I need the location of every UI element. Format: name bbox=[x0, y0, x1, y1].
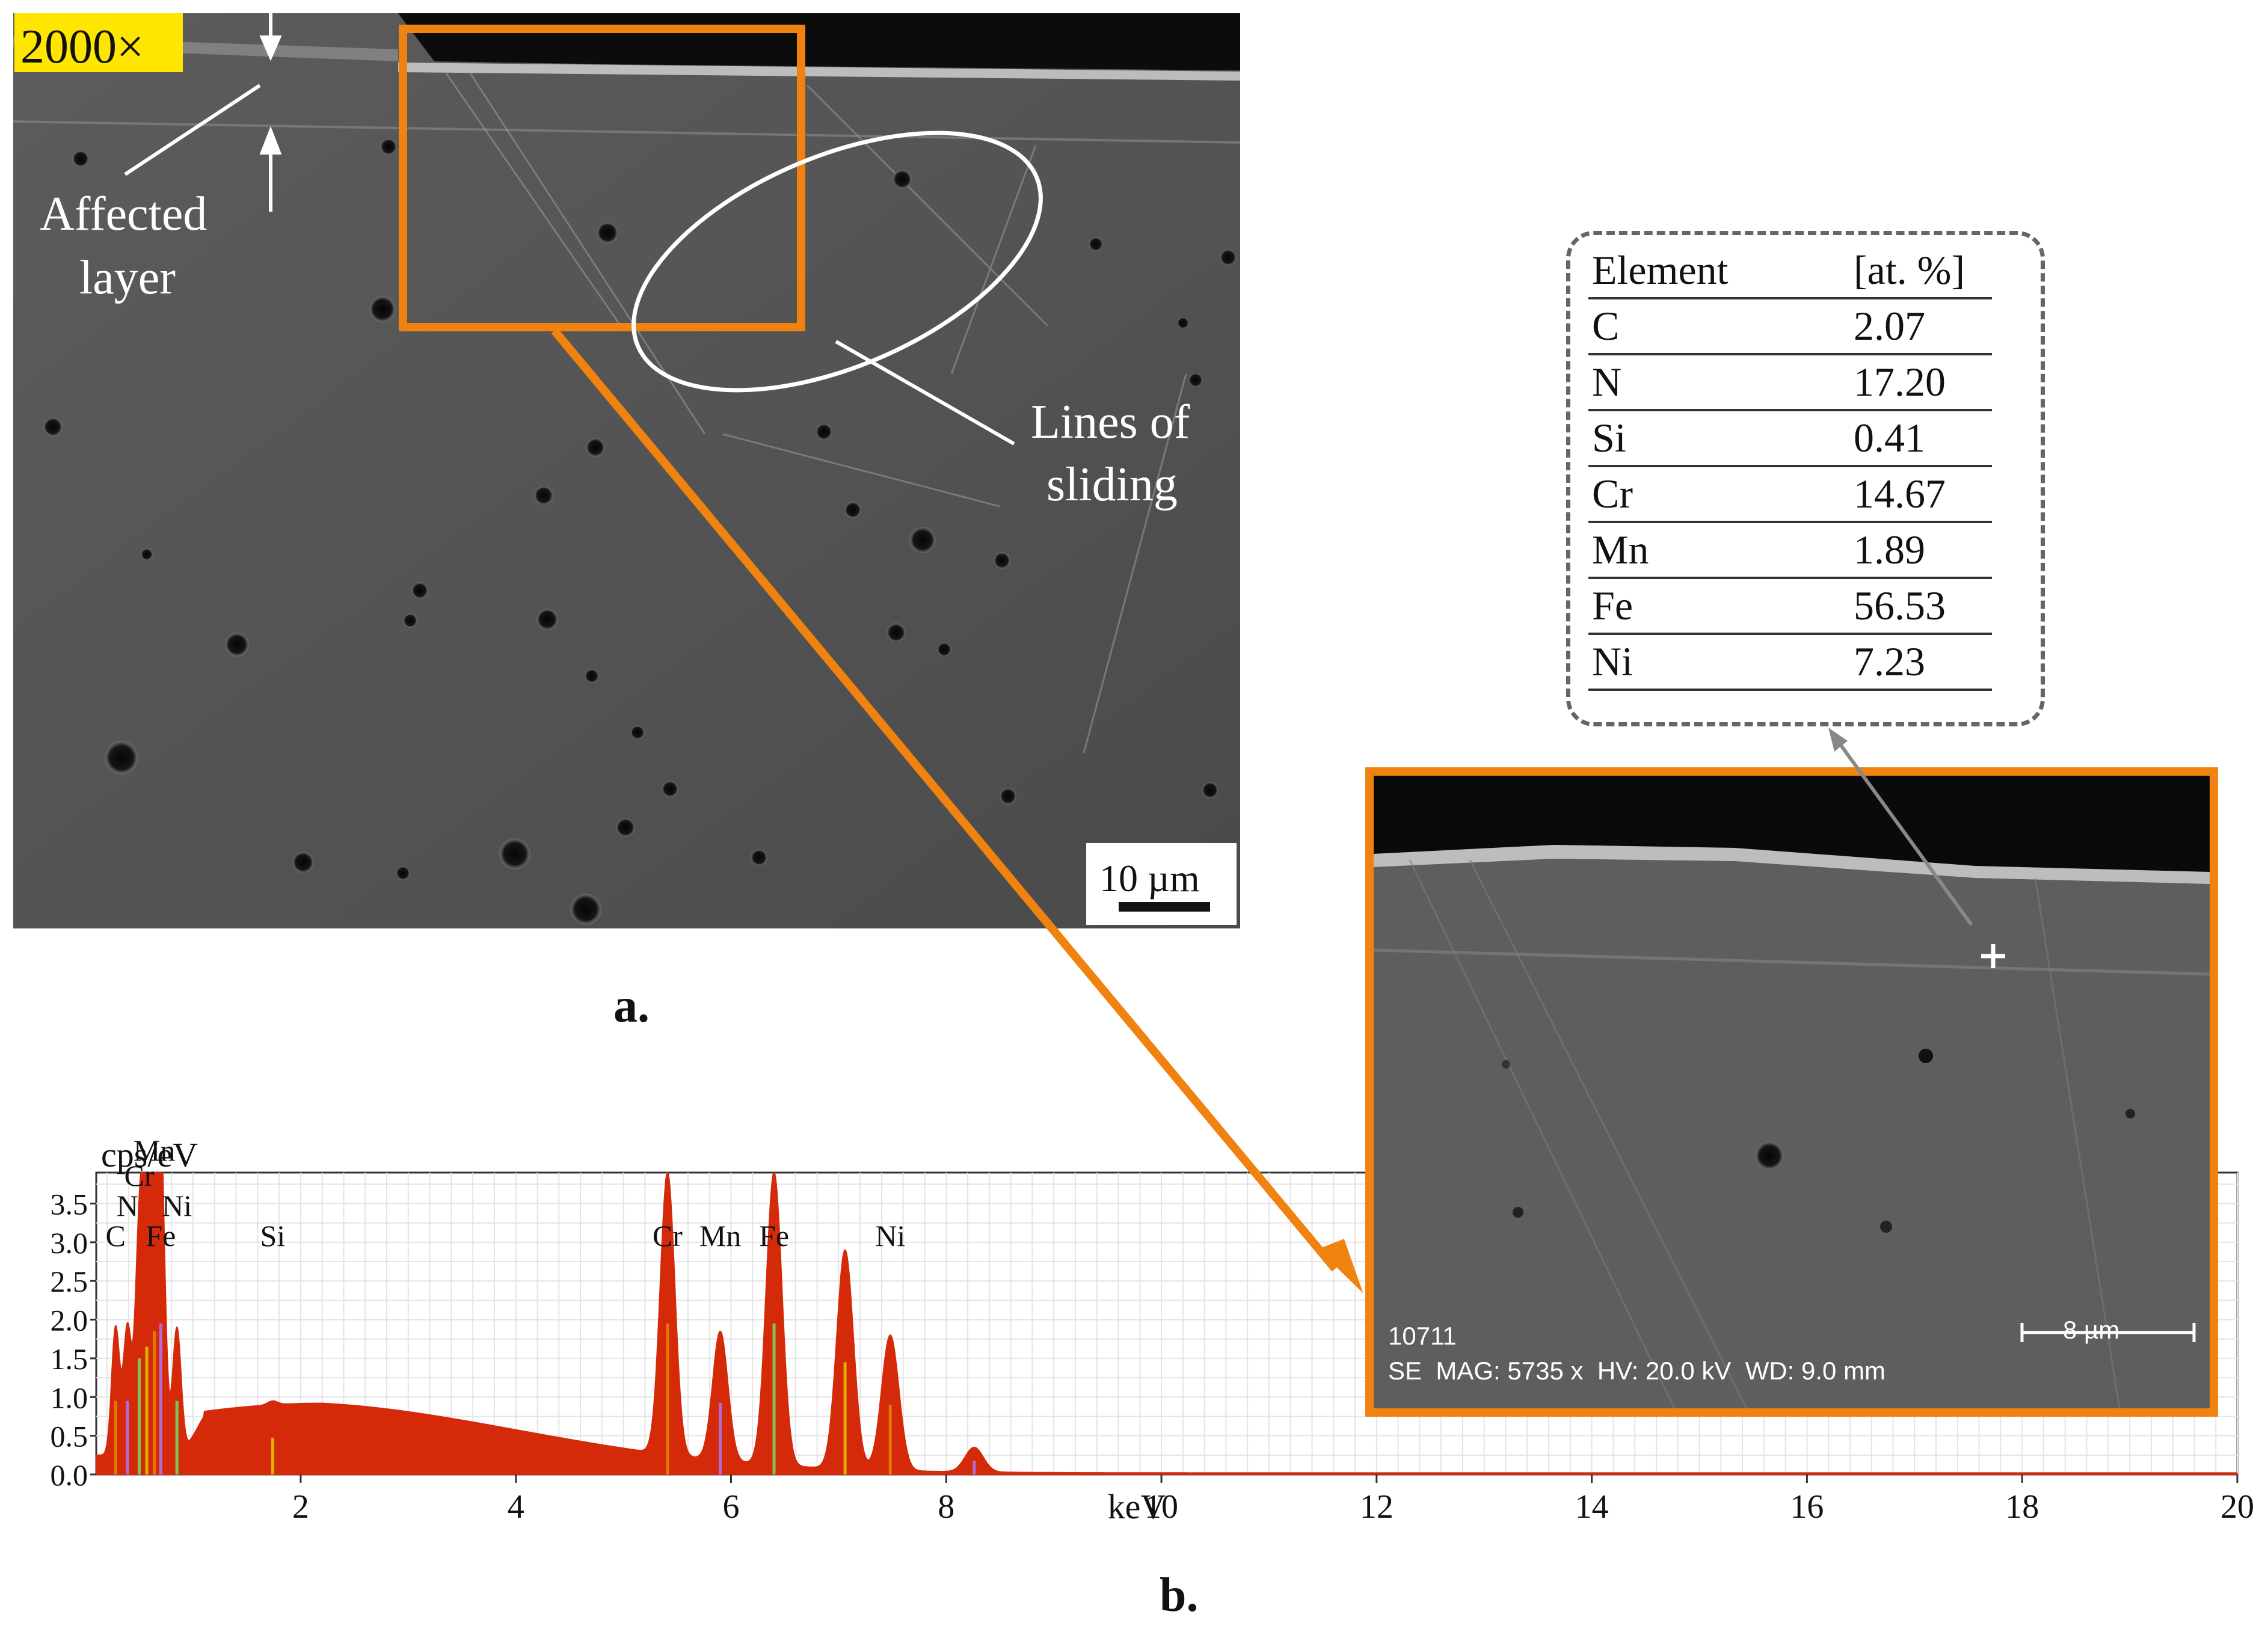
x-tick-label: 4 bbox=[508, 1488, 524, 1526]
element-cell: N bbox=[1588, 354, 1854, 411]
x-tick-label: 14 bbox=[1575, 1488, 1609, 1526]
affected-layer-leader bbox=[124, 84, 261, 176]
sliding-label-line2: sliding bbox=[1046, 458, 1178, 511]
peak-label: Mn bbox=[134, 1133, 175, 1167]
spectrum-area bbox=[96, 1171, 2239, 1475]
header-at-percent: [at. %] bbox=[1854, 244, 1992, 299]
magnification-badge bbox=[14, 13, 183, 72]
pores bbox=[43, 138, 1237, 925]
inset-image-info: SE MAG: 5735 x HV: 20.0 kV WD: 9.0 mm bbox=[1388, 1357, 1886, 1385]
affected-layer-label-line1: Affected bbox=[40, 188, 207, 241]
x-tick-label: 18 bbox=[2005, 1488, 2039, 1526]
caption-b: b. bbox=[1160, 1569, 1199, 1622]
x-tick-label: 10 bbox=[1145, 1488, 1178, 1526]
affected-layer-arrows bbox=[259, 13, 282, 212]
table-row: Mn 1.89 bbox=[1588, 522, 1992, 579]
y-axis-label: cps/eV bbox=[101, 1135, 198, 1174]
caption-a: a. bbox=[613, 980, 650, 1032]
y-tick-label: 3.5 bbox=[51, 1187, 88, 1221]
scale-bar bbox=[1119, 902, 1210, 912]
table-row: Si 0.41 bbox=[1588, 410, 1992, 467]
composition-table-frame: Element [at. %] C 2.07 N 17.20 Si 0.41 Cr 14… bbox=[1566, 231, 2045, 726]
peak-label: N bbox=[117, 1189, 138, 1222]
value-cell: 56.53 bbox=[1854, 578, 1992, 635]
x-tick-label: 8 bbox=[938, 1488, 954, 1526]
y-tick-label: 3.0 bbox=[51, 1226, 88, 1260]
sliding-label-line1: Lines of bbox=[1031, 396, 1190, 449]
peak-label: Ni bbox=[875, 1219, 905, 1253]
sem-micrograph-a: 2000× Affected layer Lines of sliding 10… bbox=[13, 13, 1240, 928]
peak-label: Ni bbox=[162, 1189, 192, 1222]
value-cell: 14.67 bbox=[1854, 466, 1992, 523]
inset-sem-image: 10711 SE MAG: 5735 x HV: 20.0 kV WD: 9.0… bbox=[1365, 767, 2218, 1417]
peak-label: C bbox=[106, 1219, 126, 1253]
x-tick-label: 2 bbox=[292, 1488, 309, 1526]
y-tick-label: 2.0 bbox=[51, 1304, 88, 1337]
table-row: Ni 7.23 bbox=[1588, 634, 1992, 691]
inset-image-id: 10711 bbox=[1388, 1322, 1457, 1350]
measurement-point-icon bbox=[1981, 944, 2005, 968]
element-cell: C bbox=[1588, 298, 1854, 355]
value-cell: 17.20 bbox=[1854, 354, 1992, 411]
element-cell: Mn bbox=[1588, 522, 1854, 579]
element-cell: Cr bbox=[1588, 466, 1854, 523]
element-cell: Ni bbox=[1588, 634, 1854, 691]
magnification-label: 2000× bbox=[20, 20, 144, 73]
peak-label: Cr bbox=[653, 1219, 683, 1253]
peak-label: Cr bbox=[124, 1159, 155, 1192]
scale-bar-label: 10 µm bbox=[1099, 857, 1200, 900]
value-cell: 2.07 bbox=[1854, 298, 1992, 355]
table-row: Fe 56.53 bbox=[1588, 578, 1992, 635]
element-cell: Si bbox=[1588, 410, 1854, 467]
element-cell: Fe bbox=[1588, 578, 1854, 635]
peak-label: Si bbox=[260, 1219, 286, 1253]
table-row: C 2.07 bbox=[1588, 298, 1992, 355]
composition-table: Element [at. %] C 2.07 N 17.20 Si 0.41 Cr 14… bbox=[1588, 244, 1992, 691]
x-tick-label: 20 bbox=[2220, 1488, 2254, 1526]
y-tick-label: 1.0 bbox=[51, 1381, 88, 1414]
table-row: N 17.20 bbox=[1588, 354, 1992, 411]
peak-label: Fe bbox=[146, 1219, 176, 1253]
zoom-region-box bbox=[399, 25, 805, 331]
y-tick-label: 0.0 bbox=[51, 1458, 88, 1492]
header-element: Element bbox=[1588, 244, 1854, 299]
value-cell: 1.89 bbox=[1854, 522, 1992, 579]
table-header-row: Element [at. %] bbox=[1588, 244, 1992, 299]
peak-label: Fe bbox=[759, 1219, 789, 1253]
affected-layer-label-line2: layer bbox=[79, 251, 176, 304]
inset-scale-bar-label: 8 µm bbox=[2063, 1316, 2120, 1344]
table-row: Cr 14.67 bbox=[1588, 466, 1992, 523]
y-tick-label: 0.5 bbox=[51, 1420, 88, 1453]
x-axis-label: keV bbox=[1108, 1487, 1166, 1526]
value-cell: 7.23 bbox=[1854, 634, 1992, 691]
value-cell: 0.41 bbox=[1854, 410, 1992, 467]
y-tick-label: 2.5 bbox=[51, 1265, 88, 1298]
x-tick-label: 16 bbox=[1790, 1488, 1824, 1526]
x-tick-label: 12 bbox=[1360, 1488, 1394, 1526]
peak-label: Mn bbox=[699, 1219, 741, 1253]
y-tick-label: 1.5 bbox=[51, 1342, 88, 1376]
x-tick-label: 6 bbox=[722, 1488, 739, 1526]
